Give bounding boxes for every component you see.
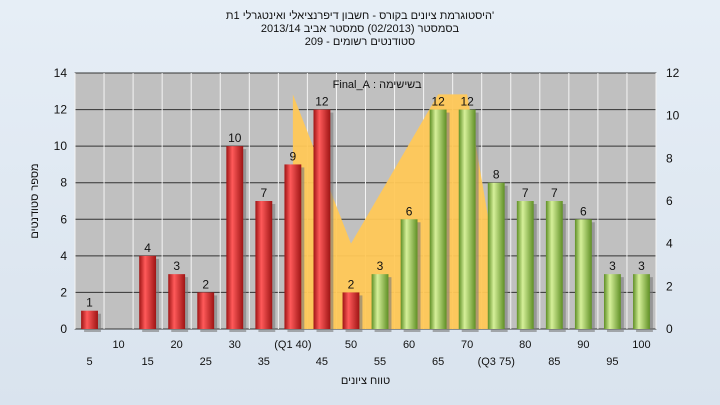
bar-value-label: 9	[290, 149, 297, 163]
bar	[400, 219, 418, 329]
y2-tick-label: 10	[666, 109, 680, 123]
bar-value-label: 3	[638, 259, 645, 273]
y-tick-label: 6	[60, 212, 67, 226]
chart-title-line-3: סטודנטים רשומים - 209	[304, 36, 416, 48]
chart-title-line-2: בסמסטר (02/2013) סמסטר אביב 2013/14	[260, 23, 460, 35]
x-tick-label: 35	[258, 356, 270, 368]
y2-tick-label: 6	[666, 194, 673, 208]
x-tick-label: 10	[112, 339, 124, 351]
bar	[371, 274, 389, 329]
bar	[81, 310, 98, 329]
x-tick-label: 20	[171, 339, 183, 351]
x-tick-label: 5	[86, 356, 92, 368]
bar-value-label: 12	[315, 95, 329, 109]
bar-value-label: 7	[551, 186, 558, 200]
y-tick-label: 0	[60, 322, 67, 336]
bar-value-label: 12	[431, 95, 445, 109]
x-tick-label: 50	[345, 339, 357, 351]
y-tick-label: 12	[54, 103, 68, 117]
bar	[429, 109, 447, 329]
y2-tick-label: 0	[666, 322, 673, 336]
y2-tick-label: 2	[666, 279, 673, 293]
bar-value-label: 7	[260, 186, 267, 200]
bar	[487, 182, 505, 329]
y2-tick-label: 8	[666, 151, 673, 165]
x-tick-label: 25	[200, 356, 212, 368]
bar	[168, 274, 186, 329]
bar-value-label: 6	[580, 204, 587, 218]
bar	[197, 292, 215, 329]
x-tick-label: 95	[606, 356, 618, 368]
x-tick-label: 45	[316, 356, 328, 368]
x-tick-label: (Q1 40)	[274, 339, 311, 351]
x-tick-label: 85	[548, 356, 560, 368]
y-axis-label: מספר סטודנטים	[29, 163, 41, 238]
x-tick-label: 55	[374, 356, 386, 368]
bar-value-label: 10	[228, 131, 242, 145]
bar	[226, 146, 244, 329]
bar-value-label: 8	[493, 168, 500, 182]
x-axis-label: טווח ציונים	[341, 375, 390, 387]
bar-value-label: 4	[144, 241, 151, 255]
bar-value-label: 2	[348, 277, 355, 291]
y-tick-label: 4	[60, 249, 67, 263]
bar	[633, 274, 650, 329]
bar-value-label: 7	[522, 186, 529, 200]
bar	[139, 255, 157, 329]
bar-value-label: 6	[406, 204, 413, 218]
bar	[458, 109, 476, 329]
bar	[545, 201, 563, 329]
y2-tick-label: 12	[666, 66, 680, 80]
bar	[574, 219, 592, 329]
x-tick-label: 70	[461, 339, 473, 351]
y-tick-label: 10	[54, 139, 68, 153]
bar-value-label: 3	[173, 259, 180, 273]
bar-value-label: 2	[202, 277, 209, 291]
y2-tick-label: 4	[666, 237, 673, 251]
y-tick-label: 8	[60, 176, 67, 190]
y-tick-label: 2	[60, 285, 67, 299]
x-tick-label: 80	[519, 339, 531, 351]
x-tick-label: 15	[142, 356, 154, 368]
x-tick-label: (Q3 75)	[478, 356, 515, 368]
bar-value-label: 3	[609, 259, 616, 273]
bar	[342, 292, 360, 329]
x-tick-label: 90	[577, 339, 589, 351]
chart-annotation: בשישימה : Final_A	[333, 79, 422, 91]
x-tick-label: 65	[432, 356, 444, 368]
x-tick-label: 100	[632, 339, 650, 351]
x-tick-label: 30	[229, 339, 241, 351]
chart-title-line-1: 'היסטוגרמת ציונים בקורס - חשבון דיפרנציא…	[225, 10, 495, 22]
bar	[604, 274, 621, 329]
bar-value-label: 3	[377, 259, 384, 273]
bar	[516, 201, 534, 329]
bar	[255, 201, 273, 329]
x-tick-label: 60	[403, 339, 415, 351]
bar	[284, 164, 302, 329]
y-tick-label: 14	[54, 66, 68, 80]
bar-value-label: 12	[460, 95, 474, 109]
bar	[313, 109, 331, 329]
bar-value-label: 1	[86, 296, 93, 310]
